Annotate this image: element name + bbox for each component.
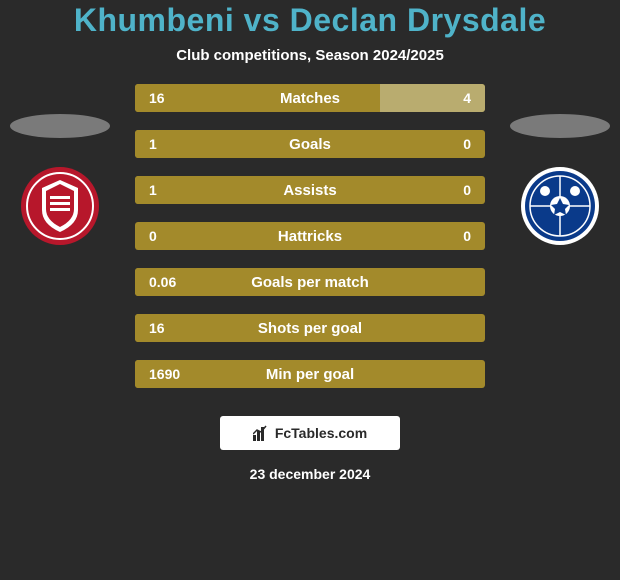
stat-value-left: 1 — [135, 136, 195, 152]
stat-row: 16Shots per goal — [135, 314, 485, 342]
stats-bars: 16Matches41Goals01Assists00Hattricks00.0… — [135, 84, 485, 388]
club-crest-right-icon — [520, 166, 600, 246]
stat-value-right: 0 — [425, 136, 485, 152]
stat-row: 0Hattricks0 — [135, 222, 485, 250]
page-title: Khumbeni vs Declan Drysdale — [0, 2, 620, 39]
club-crest-right — [520, 166, 600, 246]
stat-label: Hattricks — [195, 228, 425, 245]
stat-row: 1690Min per goal — [135, 360, 485, 388]
page-subtitle: Club competitions, Season 2024/2025 — [0, 47, 620, 64]
stat-row: 1Goals0 — [135, 130, 485, 158]
stat-label: Shots per goal — [195, 320, 425, 337]
stat-value-left: 1690 — [135, 366, 195, 382]
date-text: 23 december 2024 — [0, 466, 620, 482]
player-ellipse-right — [510, 114, 610, 138]
page-root: Khumbeni vs Declan Drysdale Club competi… — [0, 0, 620, 580]
attribution-text: FcTables.com — [275, 425, 367, 441]
stat-value-right: 0 — [425, 182, 485, 198]
left-player-column — [10, 114, 110, 246]
club-crest-left-icon — [20, 166, 100, 246]
stat-value-left: 1 — [135, 182, 195, 198]
stat-row: 16Matches4 — [135, 84, 485, 112]
stat-row: 1Assists0 — [135, 176, 485, 204]
stat-value-left: 0 — [135, 228, 195, 244]
player-ellipse-left — [10, 114, 110, 138]
stat-label: Goals — [195, 136, 425, 153]
attribution-chart-icon — [253, 425, 269, 441]
stat-value-left: 16 — [135, 90, 195, 106]
stat-value-right: 0 — [425, 228, 485, 244]
stat-label: Goals per match — [195, 274, 425, 291]
club-crest-left — [20, 166, 100, 246]
stat-row: 0.06Goals per match — [135, 268, 485, 296]
stat-label: Matches — [195, 90, 425, 107]
stat-label: Min per goal — [195, 366, 425, 383]
stat-value-left: 0.06 — [135, 274, 195, 290]
content-area: 16Matches41Goals01Assists00Hattricks00.0… — [0, 84, 620, 388]
stat-label: Assists — [195, 182, 425, 199]
stat-value-left: 16 — [135, 320, 195, 336]
right-player-column — [510, 114, 610, 246]
stat-value-right: 4 — [425, 90, 485, 106]
attribution-badge: FcTables.com — [220, 416, 400, 450]
